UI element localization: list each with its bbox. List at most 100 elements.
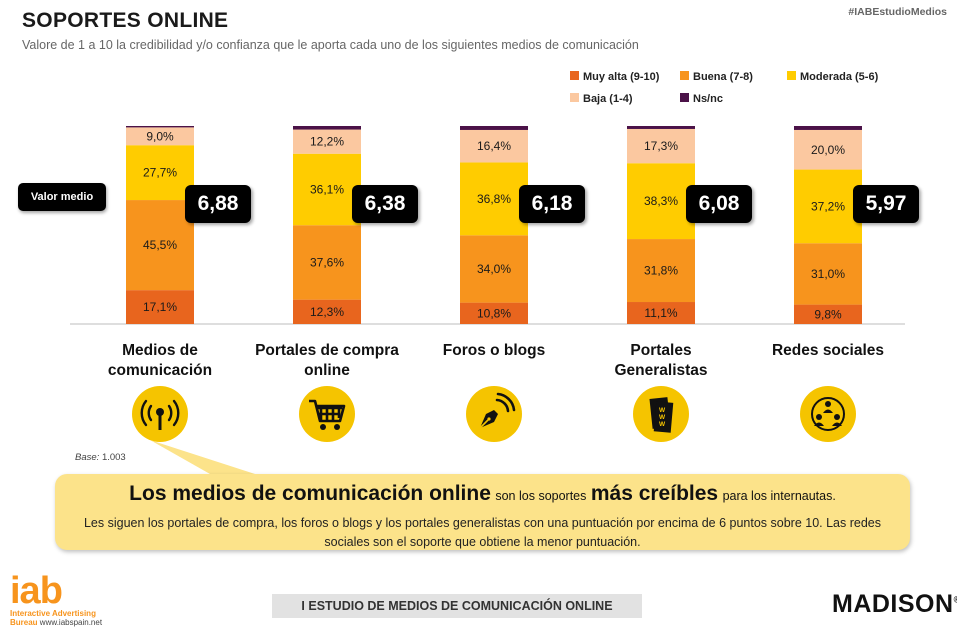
bar-segment <box>794 243 862 305</box>
bar-segment <box>794 129 862 170</box>
callout-small-1: son los soportes <box>495 489 587 503</box>
bar-segment <box>794 169 862 244</box>
category-label: Foros o blogs <box>409 341 579 361</box>
category-label-line: comunicación <box>107 362 213 379</box>
category-label: Portales Generalistas <box>576 341 746 381</box>
bar-segment <box>293 126 361 130</box>
mean-value-box: 6,38 <box>352 185 418 223</box>
legend-label: Buena (7-8) <box>693 71 753 83</box>
iab-url: www.iabspain.net <box>39 618 103 627</box>
page-title: SOPORTES ONLINE <box>22 9 229 32</box>
callout-body: Les siguen los portales de compra, los f… <box>83 516 881 549</box>
pen-nib-icon <box>466 386 522 442</box>
bar-segment <box>293 129 361 154</box>
bar-segment <box>126 290 194 324</box>
iab-sub-1: Interactive Advertising <box>10 609 96 618</box>
madison-logo: MADISON® <box>832 590 957 619</box>
social-network-icon <box>800 386 856 442</box>
legend-swatch <box>570 71 579 80</box>
bar-segment <box>293 299 361 324</box>
data-label: 12,3% <box>310 305 344 319</box>
data-label: 36,8% <box>477 192 511 206</box>
madison-registered-mark: ® <box>954 595 957 605</box>
data-label: 9,8% <box>814 307 842 321</box>
legend-label: Moderada (5-6) <box>800 71 879 83</box>
svg-text:W: W <box>659 414 666 421</box>
bar-segment <box>627 302 695 324</box>
callout-big-2: más creíbles <box>590 482 719 505</box>
bar-segment <box>460 162 528 236</box>
data-label: 17,3% <box>644 139 678 153</box>
mean-value-box: 6,88 <box>185 185 251 223</box>
footer-study-title: I ESTUDIO DE MEDIOS DE COMUNICACIÓN ONLI… <box>301 599 613 613</box>
iab-wordmark: iab <box>10 570 63 612</box>
category-label-line: Redes sociales <box>771 342 884 359</box>
iab-sub-2: Bureau <box>10 618 38 627</box>
bar-segment <box>460 302 528 324</box>
bar-segment <box>126 127 194 146</box>
bar-segment <box>460 235 528 303</box>
mean-value-box: 6,08 <box>686 185 752 223</box>
data-label: 31,8% <box>644 264 678 278</box>
bar-segment <box>126 126 194 128</box>
bar-segment <box>293 225 361 300</box>
bar-segment <box>126 200 194 291</box>
data-label: 12,2% <box>310 135 344 149</box>
data-label: 38,3% <box>644 194 678 208</box>
category-label-line: Foros o blogs <box>442 342 546 359</box>
bar-segment <box>293 153 361 226</box>
svg-text:W: W <box>659 421 666 428</box>
callout-headline: Los medios de comunicación online son lo… <box>55 482 910 506</box>
bar-segment <box>794 304 862 324</box>
data-label: 37,6% <box>310 255 344 269</box>
shopping-cart-icon <box>299 386 355 442</box>
category-label-line: Medios de <box>122 342 198 359</box>
legend-swatch <box>680 71 689 80</box>
category-label-line: Portales <box>630 342 692 359</box>
base-value: 1.003 <box>101 452 126 463</box>
callout-box <box>55 474 910 550</box>
category-label: Portales de compra online <box>242 341 412 381</box>
data-label: 34,0% <box>477 262 511 276</box>
category-label-line: online <box>304 362 350 379</box>
legend-swatch <box>787 71 796 80</box>
data-label: 45,5% <box>143 238 177 252</box>
chart-legend: Muy alta (9-10) Buena (7-8) Moderada (5-6)… <box>570 71 879 105</box>
category-label: Medios de comunicación <box>75 341 245 381</box>
iab-logo: iab Interactive Advertising Bureau www.i… <box>10 570 103 627</box>
base-note: Base: 1.003 <box>75 452 126 463</box>
bar-segment <box>627 163 695 240</box>
data-label: 11,1% <box>644 306 677 320</box>
bar-segment <box>460 126 528 130</box>
data-label: 16,4% <box>477 139 511 153</box>
base-label: Base: <box>75 452 100 463</box>
mean-value-box: 6,18 <box>519 185 585 223</box>
data-label: 10,8% <box>477 306 511 320</box>
bar-segment <box>126 145 194 201</box>
data-label: 37,2% <box>811 199 845 213</box>
category-label: Redes sociales <box>743 341 913 361</box>
mean-value-box: 5,97 <box>853 185 919 223</box>
callout-big-1: Los medios de comunicación online <box>129 482 491 505</box>
bar-segment <box>627 239 695 303</box>
category-label-line: Portales de compra <box>255 342 399 359</box>
bar-segment <box>460 129 528 163</box>
bar-segment <box>794 126 862 130</box>
hashtag: #IABEstudioMedios <box>848 6 947 18</box>
mean-value-label: Valor medio <box>18 183 106 211</box>
footer-bar <box>272 594 642 618</box>
bars-group: 17,1% 45,5% 27,7% 9,0% 12,3% 37,6% 36,1% 12,2% 1… <box>126 126 862 324</box>
callout-pointer <box>150 440 255 474</box>
legend-label: Baja (1-4) <box>583 93 633 105</box>
data-label: 17,1% <box>143 300 177 314</box>
legend-label: Ns/nc <box>693 93 723 105</box>
data-label: 9,0% <box>146 129 174 143</box>
broadcast-icon <box>132 386 188 442</box>
madison-wordmark: MADISON <box>832 590 954 618</box>
page-subtitle: Valore de 1 a 10 la credibilidad y/o con… <box>22 38 639 52</box>
legend-label: Muy alta (9-10) <box>583 71 660 83</box>
category-label-line: Generalistas <box>614 362 708 379</box>
bar-segment <box>627 126 695 129</box>
data-label: 36,1% <box>310 182 344 196</box>
